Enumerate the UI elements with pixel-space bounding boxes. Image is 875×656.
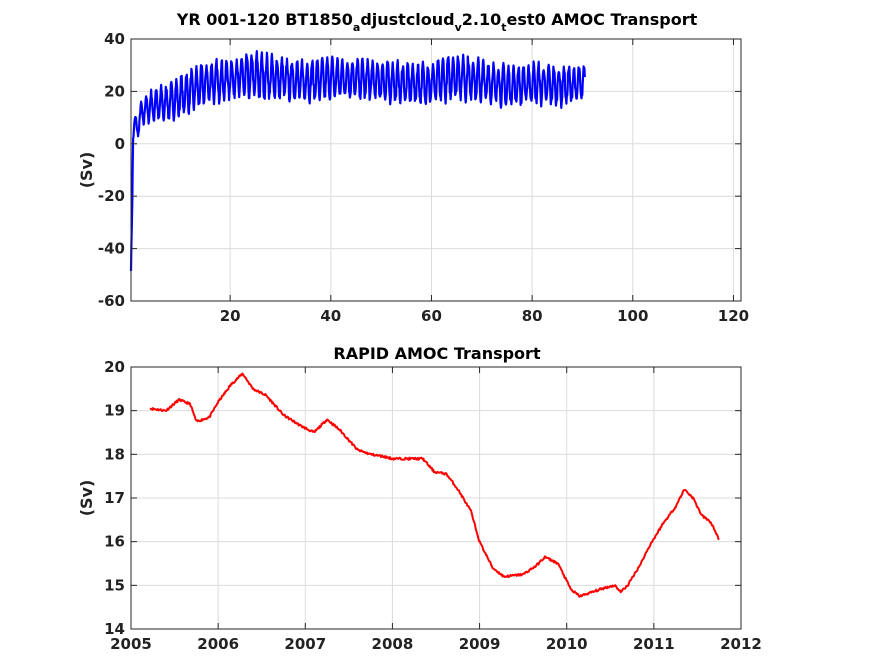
chart2-xtick-label: 2011 xyxy=(633,635,675,653)
chart1-series-line xyxy=(129,49,586,271)
chart1-ytick-label: 20 xyxy=(104,82,125,100)
chart2-ytick-label: 18 xyxy=(104,445,125,463)
chart2-ylabel: (Sv) xyxy=(77,480,96,517)
chart1-title: YR 001-120 BT1850adjustcloudv2.10test0 A… xyxy=(176,10,698,34)
chart-amoc-model: YR 001-120 BT1850adjustcloudv2.10test0 A… xyxy=(77,10,749,325)
chart2-xtick-label: 2008 xyxy=(372,635,414,653)
chart1-ytick-label: 40 xyxy=(104,30,125,48)
chart2-ytick-label: 17 xyxy=(104,489,125,507)
chart-rapid-amoc: RAPID AMOC Transport 2005 2006 2007 2008 200… xyxy=(77,344,762,653)
chart1-xtick-label: 120 xyxy=(718,307,749,325)
chart1-ytick-label: -60 xyxy=(98,292,125,310)
chart2-xtick-label: 2012 xyxy=(720,635,762,653)
chart1-ytick-label: -20 xyxy=(98,187,125,205)
chart2-ytick-label: 15 xyxy=(104,576,125,594)
chart2-xtick-label: 2006 xyxy=(197,635,239,653)
chart1-ticks: 20 40 60 80 100 120 -60 -40 -20 0 20 40 xyxy=(98,30,749,325)
chart2-series-polyline xyxy=(149,372,720,598)
chart2-title: RAPID AMOC Transport xyxy=(333,344,541,363)
chart1-xtick-label: 20 xyxy=(220,307,241,325)
chart1-axes-box xyxy=(130,38,742,302)
chart1-ylabel: (Sv) xyxy=(77,152,96,189)
chart1-xtick-label: 80 xyxy=(522,307,543,325)
chart2-xtick-label: 2010 xyxy=(546,635,588,653)
chart1-ytick-label: -40 xyxy=(98,240,125,258)
chart2-ytick-label: 16 xyxy=(104,533,125,551)
chart2-ytick-label: 14 xyxy=(104,620,125,638)
chart1-series-polyline xyxy=(129,49,586,271)
chart1-xtick-label: 100 xyxy=(617,307,648,325)
chart1-xtick-label: 40 xyxy=(320,307,341,325)
chart1-ytick-label: 0 xyxy=(115,135,125,153)
chart2-ytick-label: 20 xyxy=(104,358,125,376)
chart1-xtick-label: 60 xyxy=(421,307,442,325)
chart2-xtick-label: 2005 xyxy=(110,635,152,653)
chart2-xtick-label: 2007 xyxy=(284,635,326,653)
chart2-xtick-label: 2009 xyxy=(459,635,501,653)
chart2-series-line xyxy=(149,372,720,598)
chart2-ticks: 2005 2006 2007 2008 2009 2010 2011 2012 14 15 16 17… xyxy=(104,358,762,653)
chart2-ytick-label: 19 xyxy=(104,402,125,420)
